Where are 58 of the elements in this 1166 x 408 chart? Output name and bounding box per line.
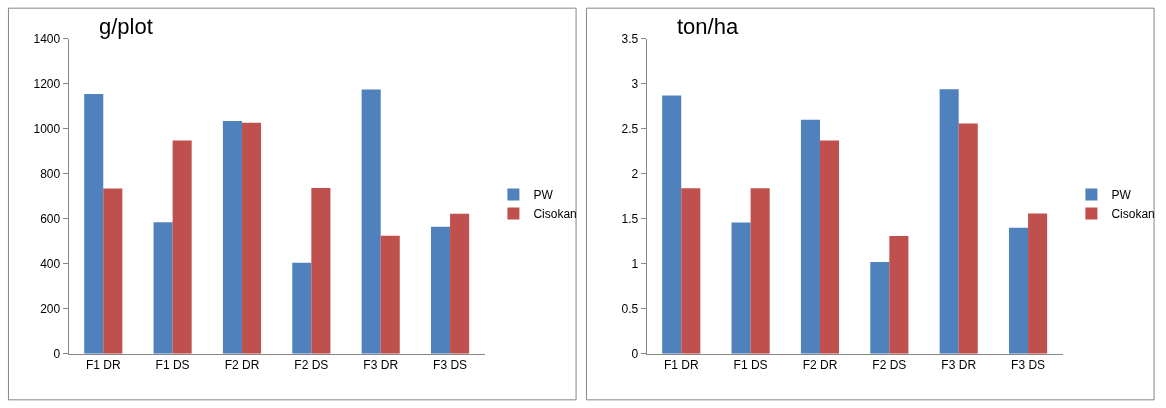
bar bbox=[939, 89, 959, 354]
bar bbox=[172, 140, 192, 354]
x-tick-label: F3 DR bbox=[363, 358, 399, 373]
y-tick-label: 0 bbox=[53, 346, 61, 361]
chart-title: g/plot bbox=[99, 14, 153, 39]
y-tick-label: 1.5 bbox=[621, 212, 639, 227]
y-tick-label: 3.5 bbox=[621, 32, 639, 47]
bar bbox=[153, 222, 173, 354]
y-tick-label: 800 bbox=[40, 167, 61, 182]
y-tick-label: 1 bbox=[631, 256, 639, 271]
bar bbox=[450, 213, 470, 354]
bar bbox=[361, 89, 381, 354]
bar bbox=[819, 140, 840, 354]
y-tick-label: 2 bbox=[631, 167, 639, 182]
y-tick-label: 600 bbox=[40, 212, 61, 227]
bar bbox=[681, 188, 701, 354]
bar bbox=[662, 95, 682, 354]
bar bbox=[731, 222, 751, 354]
x-tick-label: F2 DR bbox=[802, 358, 838, 373]
bar bbox=[430, 226, 451, 354]
bar bbox=[1028, 213, 1048, 354]
bar bbox=[311, 188, 331, 354]
legend-label: Cisokan bbox=[533, 207, 577, 222]
x-tick-label: F3 DR bbox=[941, 358, 977, 373]
bar bbox=[103, 188, 123, 354]
bar bbox=[380, 235, 400, 354]
x-tick-label: F3 DS bbox=[433, 358, 468, 373]
y-tick-label: 1400 bbox=[33, 32, 61, 47]
x-tick-label: F2 DS bbox=[872, 358, 907, 373]
bar bbox=[222, 120, 242, 354]
x-tick-label: F1 DS bbox=[733, 358, 768, 373]
bar bbox=[1008, 227, 1029, 354]
y-tick-label: 2.5 bbox=[621, 122, 639, 137]
y-tick-label: 200 bbox=[40, 301, 61, 316]
x-tick-label: F2 DS bbox=[294, 358, 329, 373]
y-tick-label: 1200 bbox=[33, 77, 61, 92]
y-tick-label: 400 bbox=[40, 256, 61, 271]
bar bbox=[889, 235, 909, 354]
bar bbox=[750, 188, 770, 354]
bar bbox=[800, 119, 820, 354]
x-tick-label: F3 DS bbox=[1011, 358, 1046, 373]
bar bbox=[292, 262, 312, 354]
x-tick-label: F1 DR bbox=[663, 358, 699, 373]
bar bbox=[958, 123, 978, 354]
legend-label: PW bbox=[533, 188, 554, 203]
chart-title: ton/ha bbox=[677, 14, 739, 39]
y-tick-label: 0 bbox=[631, 346, 639, 361]
bar bbox=[241, 122, 262, 354]
bar bbox=[870, 261, 890, 354]
x-tick-label: F1 DR bbox=[85, 358, 121, 373]
x-tick-label: F1 DS bbox=[155, 358, 190, 373]
y-tick-label: 0.5 bbox=[621, 301, 639, 316]
legend-label: PW bbox=[1111, 188, 1132, 203]
y-tick-label: 3 bbox=[631, 77, 639, 92]
y-tick-label: 1000 bbox=[33, 122, 61, 137]
x-tick-label: F2 DR bbox=[224, 358, 260, 373]
bar bbox=[84, 93, 104, 354]
legend-label: Cisokan bbox=[1111, 207, 1155, 222]
